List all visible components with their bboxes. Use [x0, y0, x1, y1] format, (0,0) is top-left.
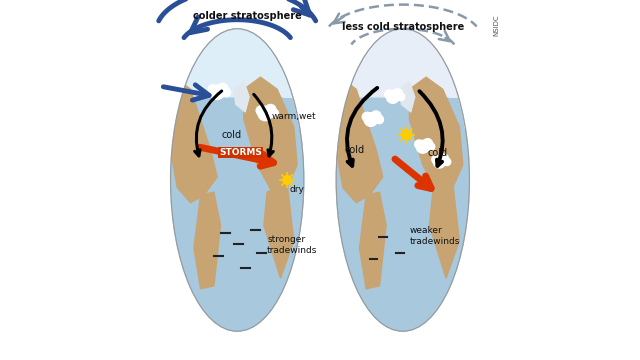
Circle shape [385, 90, 393, 99]
Polygon shape [410, 77, 463, 195]
Polygon shape [244, 77, 297, 195]
Circle shape [362, 112, 371, 121]
Circle shape [433, 156, 445, 168]
Circle shape [440, 154, 449, 163]
Circle shape [222, 88, 230, 96]
Text: colder stratosphere: colder stratosphere [193, 11, 301, 21]
Circle shape [208, 85, 218, 94]
Ellipse shape [336, 29, 469, 331]
Circle shape [375, 116, 383, 123]
Polygon shape [340, 29, 465, 128]
Circle shape [210, 85, 225, 99]
Circle shape [371, 111, 381, 121]
Circle shape [364, 113, 378, 126]
Text: STORMS: STORMS [219, 148, 262, 157]
Polygon shape [234, 82, 249, 112]
Circle shape [397, 93, 404, 101]
Polygon shape [194, 192, 221, 289]
Text: cold: cold [222, 130, 242, 140]
Circle shape [423, 139, 433, 148]
Circle shape [416, 140, 429, 153]
Text: warm,wet: warm,wet [271, 112, 316, 121]
Circle shape [265, 104, 276, 115]
Circle shape [256, 106, 266, 115]
Polygon shape [429, 183, 460, 278]
Ellipse shape [171, 29, 304, 331]
Polygon shape [264, 183, 294, 278]
Polygon shape [171, 82, 217, 203]
Text: weaker
tradewinds: weaker tradewinds [410, 226, 460, 246]
Polygon shape [175, 29, 300, 128]
Circle shape [432, 156, 440, 163]
Polygon shape [399, 82, 415, 112]
Polygon shape [360, 192, 386, 289]
Text: cold: cold [345, 145, 365, 155]
Circle shape [427, 143, 435, 150]
Circle shape [270, 109, 278, 118]
Circle shape [393, 89, 403, 99]
Text: dry: dry [290, 185, 305, 194]
Text: less cold stratosphere: less cold stratosphere [342, 22, 464, 32]
Text: NSIDC: NSIDC [493, 14, 499, 36]
Text: stronger
tradewinds: stronger tradewinds [267, 235, 317, 255]
Circle shape [387, 90, 399, 103]
Polygon shape [336, 82, 383, 203]
Circle shape [444, 158, 451, 166]
Circle shape [283, 176, 291, 184]
Circle shape [415, 140, 423, 148]
Circle shape [258, 106, 273, 121]
Circle shape [217, 83, 228, 94]
Circle shape [401, 130, 411, 139]
Text: cold: cold [428, 148, 447, 158]
